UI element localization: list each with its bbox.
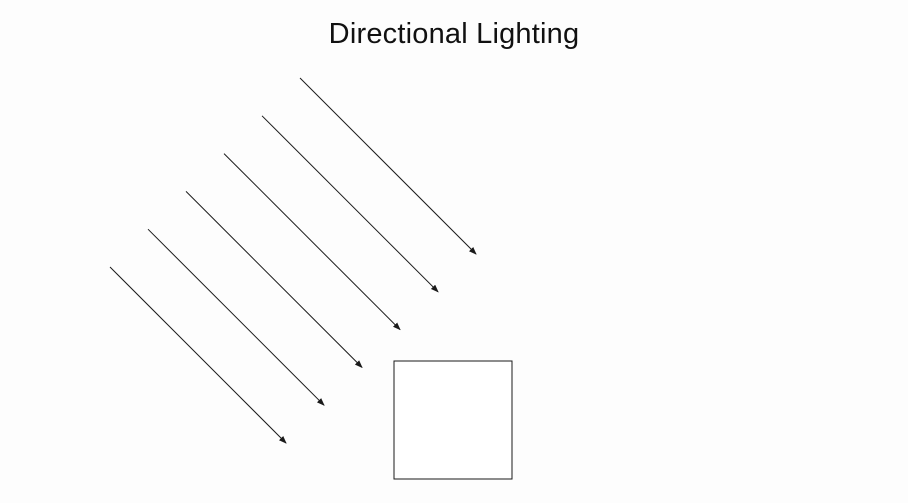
light-ray-arrow xyxy=(223,153,401,331)
diagram-title: Directional Lighting xyxy=(328,18,580,50)
light-ray-arrow xyxy=(109,266,287,444)
light-ray-arrow xyxy=(299,77,477,255)
light-ray-arrow xyxy=(185,191,363,369)
lit-object-square xyxy=(393,360,513,480)
light-ray-arrow xyxy=(261,115,439,293)
light-rays-group xyxy=(109,77,477,444)
light-ray-arrow xyxy=(147,228,325,406)
